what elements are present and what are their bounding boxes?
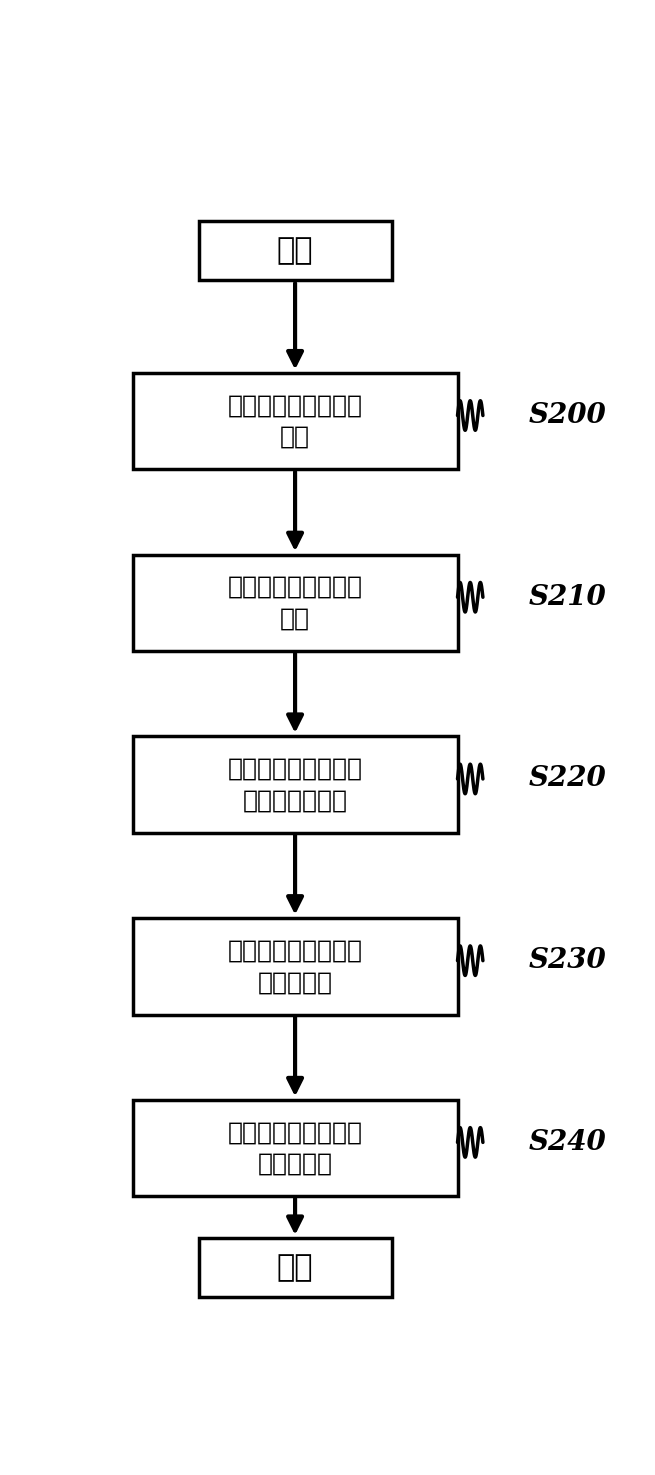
Text: 结束: 结束 — [277, 1252, 313, 1282]
Text: S220: S220 — [529, 766, 607, 792]
Bar — [132, 373, 457, 469]
Bar — [132, 736, 457, 833]
Text: 相关搜索以寻找前导
码字: 相关搜索以寻找前导 码字 — [227, 394, 363, 448]
Text: S230: S230 — [529, 947, 607, 974]
Text: 开始: 开始 — [277, 236, 313, 266]
Text: 估计数据子载波的信
道频率响应: 估计数据子载波的信 道频率响应 — [227, 938, 363, 994]
Bar — [132, 917, 457, 1015]
Text: 确定导频的信道频率
响应: 确定导频的信道频率 响应 — [227, 575, 363, 631]
Bar — [132, 555, 457, 650]
Text: S200: S200 — [529, 403, 607, 429]
Bar — [132, 1100, 457, 1196]
Text: S210: S210 — [529, 584, 607, 611]
Text: S240: S240 — [529, 1128, 607, 1156]
Bar — [198, 1238, 392, 1297]
Bar — [198, 221, 392, 280]
Text: 修正数据子载波的信
道频率响应: 修正数据子载波的信 道频率响应 — [227, 1121, 363, 1176]
Text: 确定前导符号子载波
的信道频率响应: 确定前导符号子载波 的信道频率响应 — [227, 757, 363, 813]
